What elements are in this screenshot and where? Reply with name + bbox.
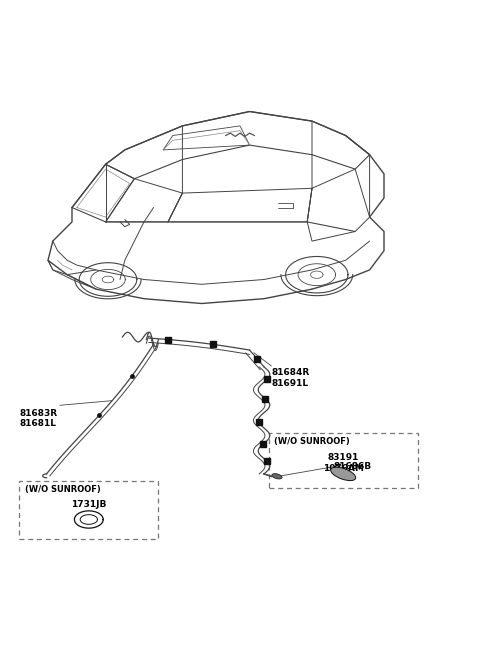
Text: 81684R
81691L: 81684R 81691L <box>271 368 310 388</box>
Ellipse shape <box>272 474 282 479</box>
Text: 1731JB: 1731JB <box>71 500 107 510</box>
Text: 81683R
81681L: 81683R 81681L <box>19 409 57 428</box>
Text: (W/O SUNROOF): (W/O SUNROOF) <box>274 437 349 446</box>
Text: 81686B: 81686B <box>334 462 372 471</box>
Text: (W/O SUNROOF): (W/O SUNROOF) <box>25 485 101 494</box>
Ellipse shape <box>331 467 356 481</box>
Text: 1076AM: 1076AM <box>323 464 364 474</box>
Text: 83191: 83191 <box>327 453 359 462</box>
